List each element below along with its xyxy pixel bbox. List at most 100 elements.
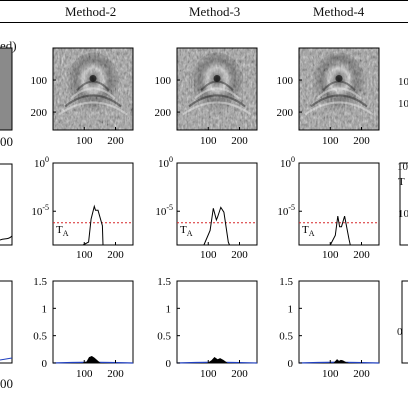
cropped-left-image-panel <box>0 47 13 131</box>
right-tick-fragment-row3: 0 <box>397 326 403 338</box>
threshold-label: TA <box>180 224 193 238</box>
image-target-blob <box>67 52 119 113</box>
x-tick-label: 200 <box>353 249 370 261</box>
y-tick-label: 0 <box>166 358 172 370</box>
column-title-method-4: Method-4 <box>313 4 365 19</box>
image-hotspot <box>89 74 97 82</box>
image-hyperbola-band <box>194 87 240 100</box>
y-tick-label: 0.5 <box>157 331 171 343</box>
column-title-method-2: Method-2 <box>65 4 117 19</box>
spectrum-curve <box>82 204 104 246</box>
y-tick-label: 1.5 <box>279 276 293 288</box>
y-tick-label: 200 <box>277 107 294 119</box>
y-tick-label: 1 <box>42 303 48 315</box>
column-title-method-3: Method-3 <box>189 4 241 19</box>
spectrum-curve <box>203 206 230 246</box>
y-tick-label: 1.5 <box>33 276 47 288</box>
profile-panel-method-3: 0 0.5 1 1.5 100 200 <box>157 276 258 380</box>
y-tick-label: 200 <box>155 107 172 119</box>
image-hyperbola-band <box>64 94 122 108</box>
cropped-left-profile-panel <box>0 280 13 364</box>
image-hyperbola-band <box>70 87 116 100</box>
spectrum-panel-method-2: TA 100 10-5 100 200 <box>31 155 134 261</box>
x-tick-label: 200 <box>107 368 124 380</box>
spectrum-panel-method-3: TA 100 10-5 100 200 <box>155 155 258 261</box>
x-tick-label: 100 <box>200 368 217 380</box>
profile-frame <box>298 280 380 364</box>
spectrum-panel-method-4: TA 100 10-5 100 200 <box>277 155 380 261</box>
cropped-left-spectrum-panel <box>0 163 13 246</box>
y-tick-label: 10-5 <box>277 203 295 218</box>
profile-panel-method-4: 0 0.5 1 1.5 100 200 <box>279 276 380 380</box>
cropped-left-profile-curve <box>0 357 13 361</box>
image-frame <box>298 47 380 131</box>
right-tick-fragment-top: 10 <box>398 76 408 88</box>
x-tick-label: 200 <box>107 249 124 261</box>
y-tick-label: 200 <box>31 107 48 119</box>
left-tick-fragment: 00 <box>0 134 13 149</box>
y-tick-label: 100 <box>277 75 294 87</box>
y-tick-label: 0.5 <box>33 331 47 343</box>
x-tick-label: 200 <box>353 368 370 380</box>
x-tick-label: 100 <box>322 135 339 147</box>
spectrum-frame <box>298 162 380 246</box>
y-tick-label: 100 <box>34 155 49 170</box>
x-tick-label: 200 <box>353 135 370 147</box>
x-tick-label: 100 <box>322 368 339 380</box>
image-hyperbola-band <box>310 94 368 108</box>
x-tick-label: 200 <box>231 135 248 147</box>
image-frame <box>52 47 134 131</box>
threshold-label: TA <box>56 224 69 238</box>
x-tick-label: 100 <box>200 135 217 147</box>
x-tick-label: 100 <box>200 249 217 261</box>
spectrum-frame <box>176 162 258 246</box>
x-tick-label: 200 <box>231 368 248 380</box>
image-hyperbola-band <box>58 101 128 116</box>
x-tick-label: 200 <box>231 249 248 261</box>
y-tick-label: 100 <box>31 75 48 87</box>
y-tick-label: 100 <box>280 155 295 170</box>
image-hotspot <box>335 74 343 82</box>
profile-area <box>333 359 349 364</box>
profile-frame <box>176 280 258 364</box>
y-tick-label: 100 <box>155 75 172 87</box>
image-hotspot <box>213 74 221 82</box>
right-tick-fragment-mid2: 10 <box>397 161 408 173</box>
profile-area <box>207 356 229 364</box>
profile-frame <box>52 280 134 364</box>
image-target-blob <box>191 52 243 113</box>
threshold-label: TA <box>302 224 315 238</box>
y-tick-label: 100 <box>158 155 173 170</box>
y-tick-label: 1 <box>166 303 172 315</box>
image-target-blob <box>313 52 365 113</box>
left-tick-fragment-row2: 00 <box>0 376 13 391</box>
y-tick-label: 10-5 <box>31 203 49 218</box>
y-tick-label: 10-5 <box>155 203 173 218</box>
y-tick-label: 0 <box>42 358 48 370</box>
right-tick-fragment-mid: 10 <box>398 98 408 110</box>
cropped-left-spectrum-curve <box>0 235 13 241</box>
y-tick-label: 0 <box>288 358 294 370</box>
image-frame <box>176 47 258 131</box>
y-tick-label: 1 <box>288 303 294 315</box>
image-panel-method-4: 100 200 100 200 <box>277 47 380 147</box>
profile-panel-method-2: 0 0.5 1 1.5 100 200 <box>33 276 134 380</box>
y-tick-label: 1.5 <box>157 276 171 288</box>
profile-area <box>82 355 101 364</box>
image-panel-method-3: 100 200 100 200 <box>155 47 258 147</box>
image-hyperbola-band <box>182 101 252 116</box>
image-hyperbola-band <box>316 87 362 100</box>
image-hyperbola-band <box>304 101 374 116</box>
right-tick-fragment-mid3: 10 <box>398 208 408 220</box>
spectrum-curve <box>329 215 351 246</box>
x-tick-label: 100 <box>76 249 93 261</box>
right-letter-fragment: T <box>398 176 405 188</box>
image-panel-method-2: 100 200 100 200 <box>31 47 134 147</box>
x-tick-label: 100 <box>76 368 93 380</box>
x-tick-label: 100 <box>76 135 93 147</box>
x-tick-label: 200 <box>107 135 124 147</box>
image-hyperbola-band <box>188 94 246 108</box>
x-tick-label: 100 <box>322 249 339 261</box>
y-tick-label: 0.5 <box>279 331 293 343</box>
